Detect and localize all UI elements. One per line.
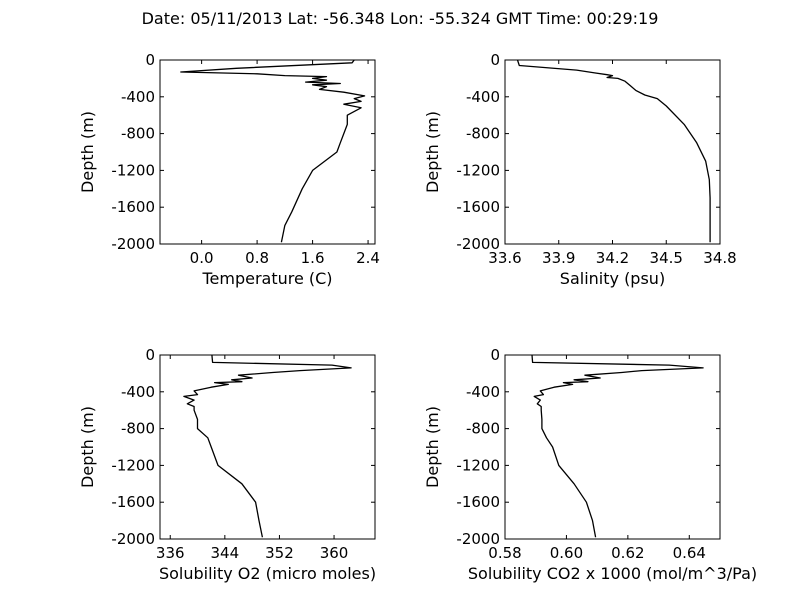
oxygen-solubility-profile-line xyxy=(183,355,352,538)
y-tick-label: -1600 xyxy=(456,198,500,216)
co2-solubility-x-axis-label: Solubility CO2 x 1000 (mol/m^3/Pa) xyxy=(468,564,757,583)
y-tick-label: -800 xyxy=(466,125,500,143)
x-tick-label: 0.58 xyxy=(488,544,521,562)
y-tick-label: -2000 xyxy=(111,235,155,253)
temperature-panel: 0 -400 -800 -1200 -1600 -2000 0.0 0.8 1.6 2.4 Temp… xyxy=(78,51,380,288)
x-tick-label: 34.8 xyxy=(703,249,736,267)
y-tick-label: -2000 xyxy=(111,530,155,548)
y-tick-label: -800 xyxy=(121,420,155,438)
x-tick-label: 344 xyxy=(211,544,240,562)
co2-solubility-axes-frame xyxy=(504,354,721,540)
x-tick-label: 336 xyxy=(156,544,185,562)
x-tick-label: 33.6 xyxy=(488,249,521,267)
x-tick-label: 0.64 xyxy=(673,544,706,562)
salinity-x-axis-label: Salinity (psu) xyxy=(560,269,665,288)
x-tick-label: 2.4 xyxy=(356,249,380,267)
x-tick-label: 34.5 xyxy=(650,249,683,267)
co2-solubility-y-axis-label: Depth (m) xyxy=(423,406,442,488)
y-tick-label: 0 xyxy=(490,346,500,364)
oxygen-solubility-x-axis-label: Solubility O2 (micro moles) xyxy=(159,564,376,583)
figure-title: Date: 05/11/2013 Lat: -56.348 Lon: -55.3… xyxy=(141,9,659,28)
temperature-x-axis-label: Temperature (C) xyxy=(201,269,332,288)
x-tick-label: 0.62 xyxy=(611,544,644,562)
x-tick-label: 0.8 xyxy=(245,249,269,267)
y-tick-label: -400 xyxy=(466,88,500,106)
x-tick-label: 352 xyxy=(265,544,294,562)
y-tick-label: -1600 xyxy=(111,198,155,216)
x-tick-label: 33.9 xyxy=(542,249,575,267)
oxygen-solubility-y-axis-label: Depth (m) xyxy=(78,406,97,488)
y-tick-label: -800 xyxy=(121,125,155,143)
x-tick-label: 360 xyxy=(320,544,349,562)
x-tick-label: 34.2 xyxy=(596,249,629,267)
co2-solubility-profile-line xyxy=(531,355,704,538)
y-tick-label: -2000 xyxy=(456,530,500,548)
y-tick-label: -400 xyxy=(121,383,155,401)
y-tick-label: 0 xyxy=(490,51,500,69)
y-tick-label: -400 xyxy=(466,383,500,401)
x-tick-label: 1.6 xyxy=(301,249,325,267)
x-tick-label: 0.60 xyxy=(550,544,583,562)
y-tick-label: -800 xyxy=(466,420,500,438)
y-tick-label: -2000 xyxy=(456,235,500,253)
y-tick-label: 0 xyxy=(145,346,155,364)
y-tick-label: -1200 xyxy=(456,456,500,474)
temperature-axes-frame xyxy=(159,59,376,245)
y-tick-label: -1600 xyxy=(111,493,155,511)
y-tick-label: -1600 xyxy=(456,493,500,511)
salinity-y-axis-label: Depth (m) xyxy=(423,111,442,193)
y-tick-label: -1200 xyxy=(111,161,155,179)
temperature-profile-line xyxy=(180,60,366,243)
y-tick-label: 0 xyxy=(145,51,155,69)
y-tick-label: -1200 xyxy=(111,456,155,474)
x-tick-label: 0.0 xyxy=(190,249,214,267)
temperature-y-axis-label: Depth (m) xyxy=(78,111,97,193)
salinity-profile-line xyxy=(516,60,711,243)
salinity-axes-frame xyxy=(504,59,721,245)
y-tick-label: -1200 xyxy=(456,161,500,179)
oxygen-solubility-axes-frame xyxy=(159,354,376,540)
y-tick-label: -400 xyxy=(121,88,155,106)
